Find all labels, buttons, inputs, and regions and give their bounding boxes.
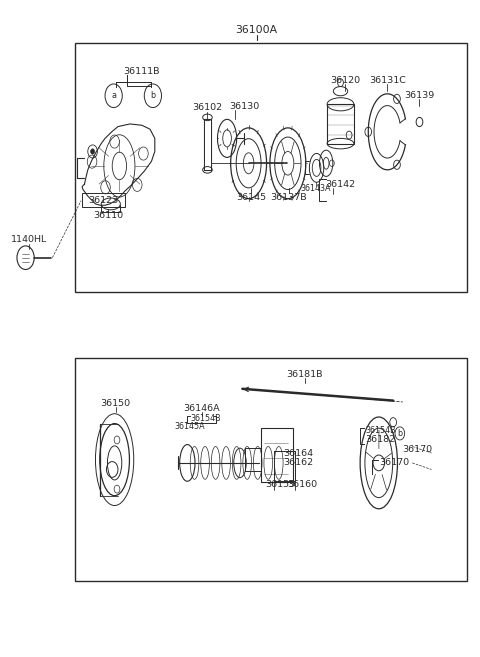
Text: 36146A: 36146A [183,404,220,413]
Bar [75,358,468,581]
Text: 36100A: 36100A [236,25,278,35]
Text: b: b [150,91,156,101]
Text: 36111B: 36111B [124,67,160,76]
Text: 36155: 36155 [265,480,296,489]
Text: b: b [397,429,402,438]
Bar [75,43,468,292]
Text: 36130: 36130 [229,102,260,112]
Bar [261,428,293,482]
Text: a: a [111,91,116,101]
Bar [327,104,354,144]
Text: 36150: 36150 [100,399,131,409]
Bar [204,119,211,170]
Text: 36154B: 36154B [365,426,396,435]
Text: 36102: 36102 [192,103,223,112]
Text: 36110: 36110 [93,212,123,220]
Text: 36170: 36170 [402,445,432,454]
Bar [82,193,125,207]
Text: 36137B: 36137B [271,193,307,202]
Text: 36160: 36160 [287,480,317,489]
Text: 36181B: 36181B [287,370,323,379]
Text: 36131C: 36131C [369,76,406,85]
Text: 36139: 36139 [404,91,434,101]
Circle shape [91,149,95,154]
Text: 36154B: 36154B [190,414,221,423]
Text: 36123: 36123 [88,196,119,204]
Text: 36170: 36170 [379,459,409,467]
Text: 36182: 36182 [365,436,396,444]
Text: 36120: 36120 [330,76,360,85]
Text: 36145A: 36145A [174,422,205,432]
Text: 36164: 36164 [283,449,313,457]
Text: 36143A: 36143A [300,185,331,193]
Text: 36145: 36145 [237,193,266,202]
Text: 36162: 36162 [283,458,313,466]
Text: 1140HL: 1140HL [12,235,48,244]
Text: 36142: 36142 [325,180,356,189]
